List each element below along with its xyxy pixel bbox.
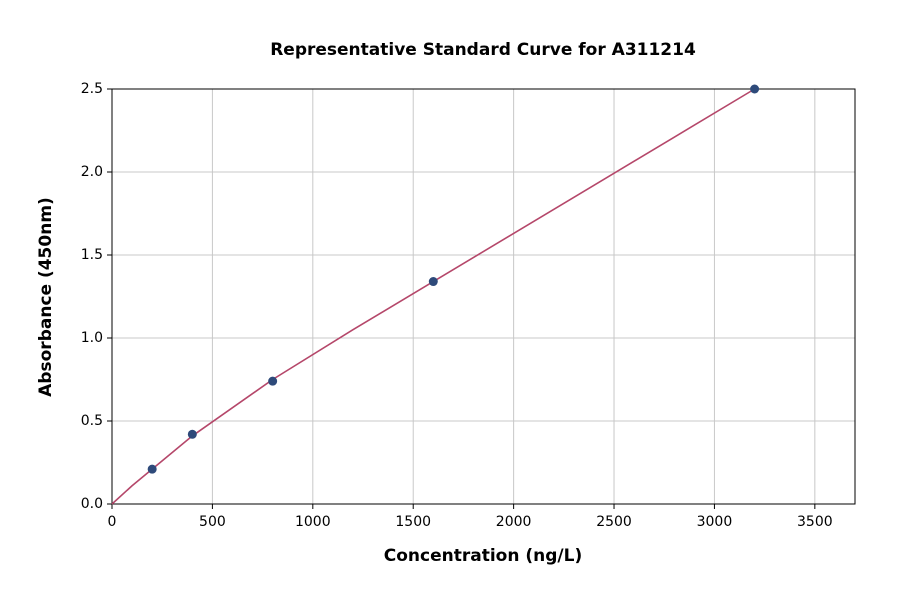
x-tick-label: 2000	[496, 514, 532, 530]
y-tick-label: 1.0	[81, 330, 103, 346]
x-tick-label: 3500	[797, 514, 833, 530]
x-tick-label: 500	[199, 514, 226, 530]
data-point	[147, 464, 157, 474]
y-tick-label: 0.0	[81, 496, 103, 512]
y-tick-label: 2.5	[81, 81, 103, 97]
chart-title: Representative Standard Curve for A31121…	[270, 40, 696, 60]
y-axis-label: Absorbance (450nm)	[36, 197, 56, 397]
data-point	[187, 429, 197, 439]
x-tick-label: 3000	[697, 514, 733, 530]
x-tick-label: 2500	[596, 514, 632, 530]
data-point	[750, 84, 760, 94]
fit-curve	[111, 88, 756, 505]
data-point	[268, 376, 278, 386]
y-tick-label: 2.0	[81, 164, 103, 180]
plot-frame	[111, 88, 856, 505]
x-axis-label: Concentration (ng/L)	[384, 546, 582, 566]
x-tick-label: 1500	[395, 514, 431, 530]
y-tick-label: 1.5	[81, 247, 103, 263]
x-tick-label: 0	[108, 514, 117, 530]
data-point	[428, 277, 438, 287]
x-tick-label: 1000	[295, 514, 331, 530]
y-tick-label: 0.5	[81, 413, 103, 429]
